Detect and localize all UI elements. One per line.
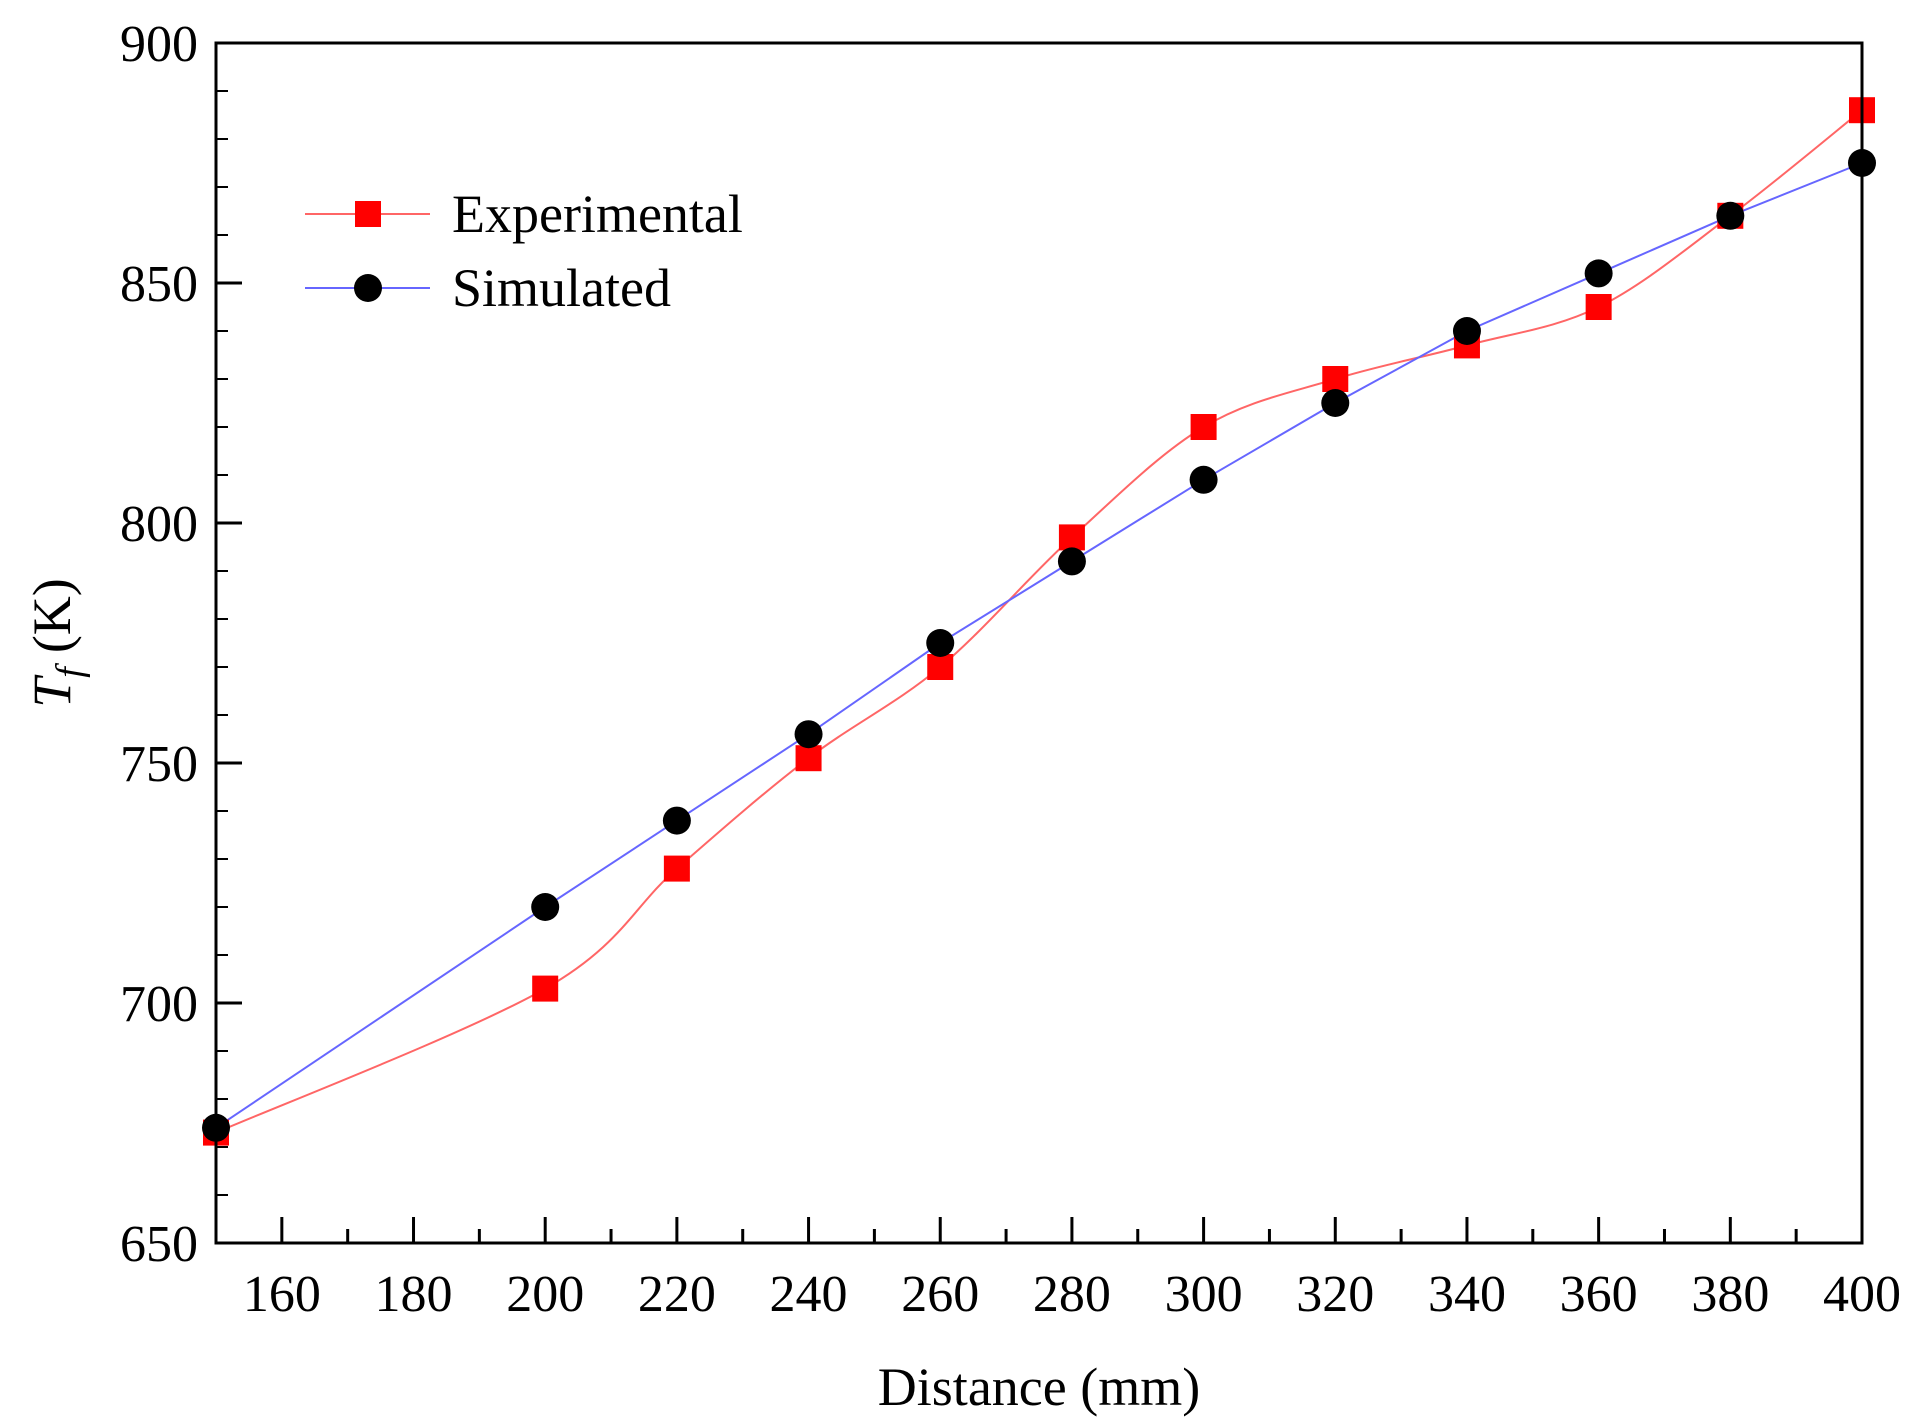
- y-tick-label-650: 650: [120, 1216, 198, 1273]
- data-point-simulated-300: [1189, 465, 1218, 494]
- data-point-simulated-220: [662, 806, 691, 835]
- data-point-experimental-300: [1190, 414, 1217, 440]
- data-markers: [202, 97, 1876, 1146]
- y-tick-label-750: 750: [120, 736, 198, 793]
- data-point-experimental-360: [1585, 294, 1612, 320]
- x-tick-label-200: 200: [506, 1266, 584, 1323]
- legend-marker-simulated: [354, 274, 382, 302]
- data-point-experimental-280: [1058, 524, 1085, 551]
- data-point-simulated-320: [1321, 389, 1350, 417]
- y-tick-label-850: 850: [120, 256, 198, 313]
- x-tick-label-220: 220: [638, 1266, 716, 1323]
- data-point-experimental-200: [532, 975, 559, 1002]
- data-point-experimental-240: [795, 745, 822, 772]
- data-point-experimental-320: [1322, 366, 1349, 392]
- legend: Experimental Simulated: [305, 184, 743, 318]
- x-tick-label-180: 180: [375, 1266, 453, 1323]
- data-point-simulated-280: [1057, 547, 1086, 576]
- y-axis-label: Tf (K): [22, 578, 91, 708]
- axes: 160 180 200 220 240 260 280 300 320 340 360 380 400 6…: [120, 16, 1901, 1323]
- data-point-simulated-200: [531, 893, 560, 921]
- legend-label-experimental: Experimental: [452, 184, 743, 244]
- series-line-simulated: [215, 162, 1863, 1129]
- svg-text:Tf(K): Tf (K): [22, 578, 91, 708]
- x-tick-label-400: 400: [1823, 1266, 1901, 1323]
- x-tick-label-360: 360: [1560, 1266, 1638, 1323]
- x-tick-label-240: 240: [770, 1266, 848, 1323]
- legend-label-simulated: Simulated: [452, 258, 671, 318]
- x-axis-label: Distance (mm): [878, 1357, 1200, 1417]
- y-axis-label-unit: (K): [22, 578, 82, 653]
- x-tick-label-380: 380: [1691, 1266, 1769, 1323]
- data-point-experimental-220: [663, 855, 690, 882]
- y-axis-label-subscript: f: [49, 663, 91, 678]
- y-tick-label-800: 800: [120, 496, 198, 553]
- x-tick-label-340: 340: [1428, 1266, 1506, 1323]
- data-point-simulated-340: [1452, 317, 1481, 345]
- y-axis-label-symbol: T: [22, 674, 82, 708]
- x-tick-label-300: 300: [1165, 1266, 1243, 1323]
- x-tick-label-320: 320: [1296, 1266, 1374, 1323]
- data-point-simulated-260: [926, 629, 955, 657]
- x-tick-label-260: 260: [901, 1266, 979, 1323]
- y-tick-label-900: 900: [120, 16, 198, 73]
- y-tick-label-700: 700: [120, 976, 198, 1033]
- x-tick-label-160: 160: [243, 1266, 321, 1323]
- data-point-experimental-260: [927, 654, 954, 680]
- x-tick-label-280: 280: [1033, 1266, 1111, 1323]
- legend-marker-experimental: [355, 201, 381, 227]
- plot-frame: [214, 41, 1864, 1245]
- data-point-simulated-240: [794, 720, 823, 749]
- data-point-simulated-380: [1716, 201, 1745, 230]
- data-point-simulated-360: [1584, 259, 1613, 288]
